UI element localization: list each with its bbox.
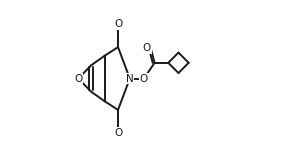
Text: O: O: [114, 128, 122, 138]
Text: O: O: [143, 43, 151, 53]
Text: O: O: [140, 73, 148, 84]
Text: O: O: [114, 19, 122, 29]
Text: N: N: [126, 73, 134, 84]
Text: O: O: [74, 73, 82, 84]
